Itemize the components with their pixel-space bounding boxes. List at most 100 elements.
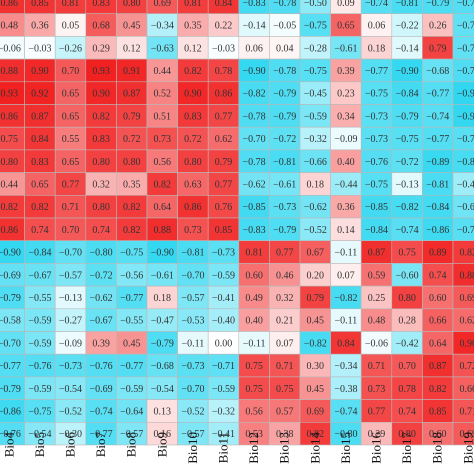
x-tick-label: Bio10 (185, 432, 200, 464)
cell-value-label: −0.78 (457, 66, 474, 77)
cell-value-label: −0.44 (334, 179, 357, 190)
cell-value-label: −0.06 (0, 43, 21, 54)
cell-value-label: −0.76 (90, 361, 113, 372)
cell-value-label: 0.90 (31, 66, 49, 77)
cell-value-label: 0.82 (429, 384, 447, 395)
x-axis-tick-labels: Bio4 Bio5 Bio6 Bio7 Bio8 Bio9 Bio10 Bio11 Bio12 B… (1, 432, 474, 464)
cell-value-label: −0.57 (120, 429, 143, 440)
cell-value-label: 0.12 (184, 43, 202, 54)
cell-value-label: −0.59 (28, 316, 51, 327)
cell-value-label: −0.74 (396, 225, 419, 236)
cell-value-label: −0.03 (212, 43, 235, 54)
x-tick-label: Bio12 (246, 432, 261, 464)
cell-value-label: 0.18 (154, 293, 172, 304)
cell-value-label: 0.60 (429, 293, 447, 304)
cell-value-label: −0.82 (396, 202, 419, 213)
cell-value-label: 0.06 (245, 43, 263, 54)
cell-value-label: −0.57 (181, 293, 204, 304)
cell-value-label: 0.90 (92, 89, 110, 100)
cell-value-label: −0.84 (426, 202, 449, 213)
cell-value-label: 0.39 (337, 66, 355, 77)
cell-value-label: −0.83 (243, 0, 266, 9)
cell-value-label: 0.62 (215, 134, 233, 145)
cell-value-label: 0.46 (276, 270, 294, 281)
cell-value-label: −0.55 (120, 316, 143, 327)
cell-value-label: −0.54 (151, 384, 174, 395)
cell-value-label: −0.80 (334, 429, 357, 440)
cell-value-label: 0.93 (1, 89, 19, 100)
cell-value-label: −0.63 (151, 43, 174, 54)
cell-value-label: 0.74 (92, 225, 110, 236)
cell-value-label: −0.75 (396, 134, 419, 145)
cell-value-label: −0.62 (304, 202, 327, 213)
cell-value-label: −0.80 (90, 248, 113, 259)
cell-value-label: 0.86 (184, 202, 202, 213)
cell-value-label: −0.77 (90, 429, 113, 440)
cell-value-label: 0.87 (429, 361, 447, 372)
cell-value-label: 0.80 (92, 157, 110, 168)
cell-value-label: 0.39 (92, 338, 110, 349)
x-tick-label: Bio17 (399, 432, 414, 464)
cell-value-label: −0.73 (365, 134, 388, 145)
cell-value-label: 0.32 (92, 179, 110, 190)
cell-value-label: −0.82 (243, 89, 266, 100)
cell-value-label: 0.71 (460, 406, 474, 417)
cell-value-label: 0.80 (123, 0, 141, 9)
cell-value-label: −0.74 (457, 134, 474, 145)
cell-value-label: 0.78 (398, 384, 416, 395)
cell-value-label: −0.32 (304, 134, 327, 145)
cell-value-label: 0.65 (31, 179, 49, 190)
cell-value-label: 0.56 (245, 406, 263, 417)
cell-value-label: 0.71 (368, 361, 386, 372)
cell-value-label: 0.83 (184, 111, 202, 122)
cell-value-label: −0.81 (426, 179, 449, 190)
cell-value-label: 0.44 (1, 179, 19, 190)
cell-value-label: −0.70 (457, 21, 474, 32)
cell-value-label: 0.25 (368, 293, 386, 304)
cell-value-label: 0.82 (123, 225, 141, 236)
cell-value-label: −0.38 (334, 384, 357, 395)
cell-value-label: 0.38 (276, 429, 294, 440)
cell-value-label: −0.41 (212, 293, 235, 304)
cell-value-label: 0.80 (184, 157, 202, 168)
cell-value-label: −0.91 (457, 111, 474, 122)
cell-value-label: 0.82 (123, 202, 141, 213)
cell-value-label: −0.79 (273, 89, 296, 100)
cell-value-label: −0.84 (365, 225, 388, 236)
cell-value-label: 0.73 (184, 225, 202, 236)
cell-value-label: −0.61 (273, 179, 296, 190)
cell-value-label: 0.32 (276, 293, 294, 304)
cell-value-label: 0.82 (92, 111, 110, 122)
cell-value-label: 0.28 (398, 316, 416, 327)
cell-value-label: 0.66 (460, 384, 474, 395)
cell-value-label: 0.48 (1, 21, 19, 32)
cell-value-label: 0.57 (276, 406, 294, 417)
cell-value-label: −0.59 (28, 338, 51, 349)
cell-value-label: 0.93 (92, 66, 110, 77)
cell-value-label: 0.83 (92, 134, 110, 145)
cell-value-label: 0.81 (62, 0, 80, 9)
cell-value-label: 0.85 (31, 0, 49, 9)
cell-value-label: −0.56 (120, 270, 143, 281)
cell-value-label: 0.35 (184, 21, 202, 32)
cell-value-label: 0.78 (215, 66, 233, 77)
cell-value-label: 0.64 (429, 338, 447, 349)
cell-value-label: 0.45 (307, 316, 325, 327)
cell-value-label: −0.71 (212, 361, 235, 372)
cell-value-label: −0.74 (457, 225, 474, 236)
cell-value-label: −0.75 (28, 406, 51, 417)
cell-value-label: 0.90 (460, 338, 474, 349)
cell-value-label: −0.78 (273, 0, 296, 9)
cell-value-label: 0.12 (123, 43, 141, 54)
cell-value-label: 0.13 (154, 406, 172, 417)
cell-value-label: 0.86 (1, 225, 19, 236)
cell-value-label: 0.65 (62, 89, 80, 100)
cell-value-label: −0.76 (457, 0, 474, 9)
cell-value-label: −0.11 (335, 248, 358, 259)
cell-value-label: 0.26 (429, 21, 447, 32)
cell-value-label: −0.11 (243, 338, 266, 349)
cell-value-label: 0.55 (62, 134, 80, 145)
cell-value-label: 0.72 (184, 134, 202, 145)
cell-value-label: −0.85 (243, 202, 266, 213)
cell-value-label: −0.53 (181, 316, 204, 327)
